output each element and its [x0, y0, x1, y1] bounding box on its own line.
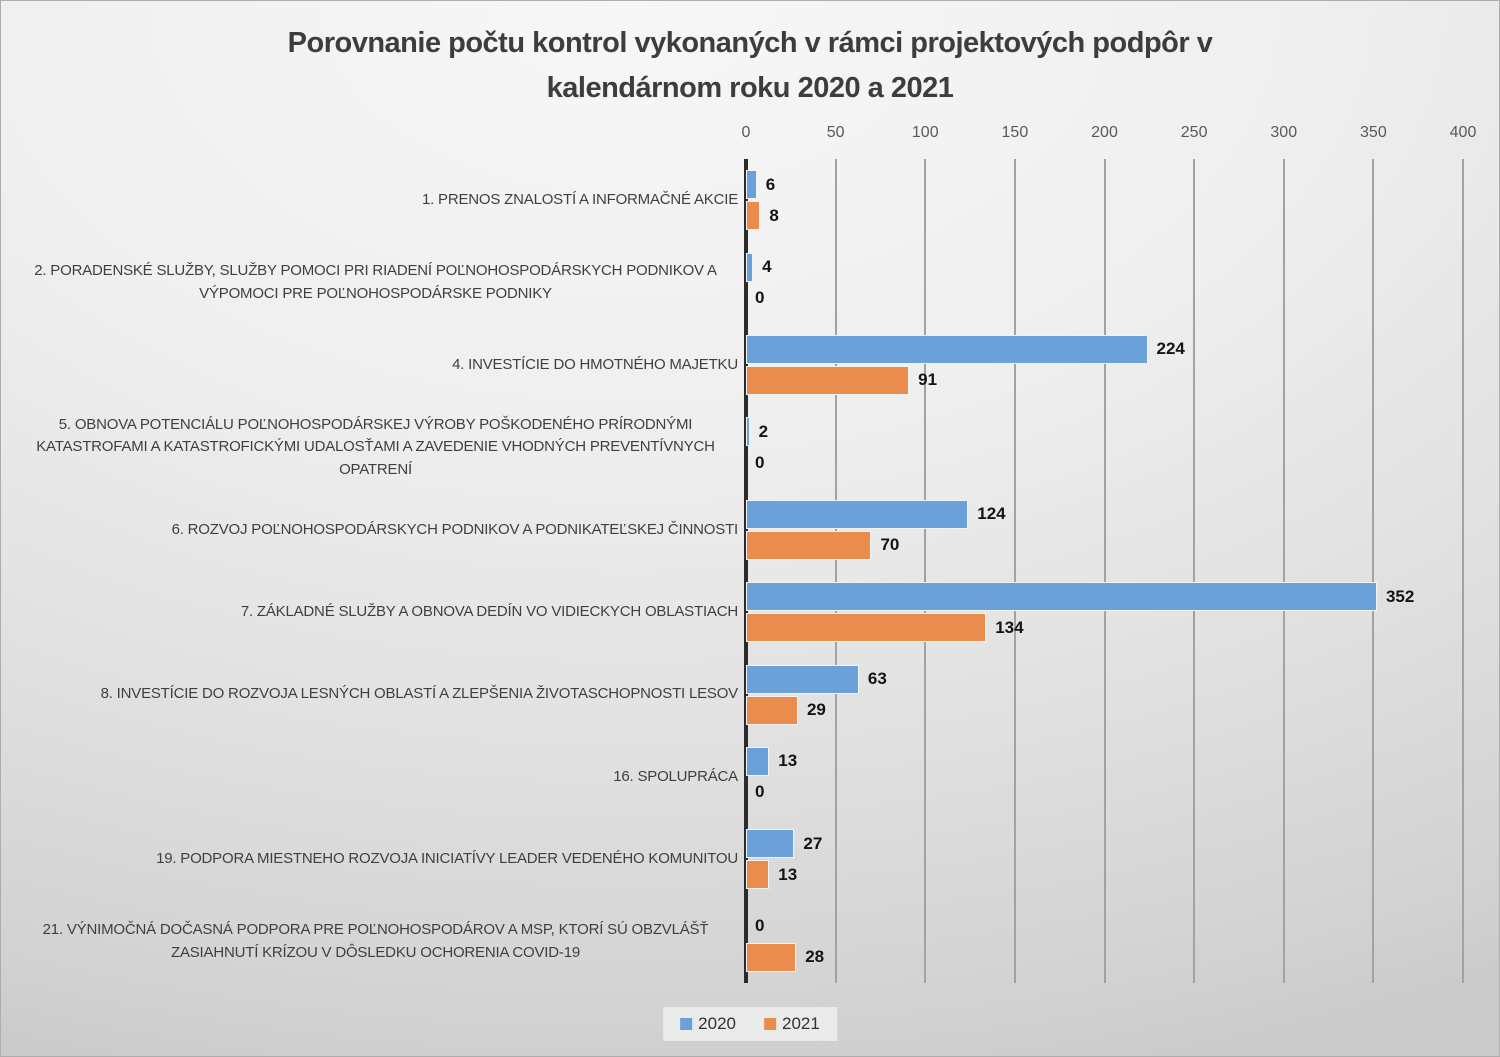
x-axis-tick: 150: [1001, 124, 1029, 141]
data-label-2020: 27: [803, 833, 823, 853]
data-label-2021: 29: [806, 700, 826, 720]
x-axis-tick: 50: [826, 124, 845, 141]
x-axis-tick: 100: [911, 124, 939, 141]
legend: 2020 2021: [663, 1007, 837, 1041]
chart-title-line-1: Porovnanie počtu kontrol vykonaných v rá…: [287, 27, 1213, 59]
data-label-2021: 91: [918, 370, 938, 390]
data-label-2021: 0: [755, 452, 765, 472]
legend-label-2020: 2020: [698, 1014, 736, 1033]
data-label-2020: 6: [765, 174, 776, 194]
legend-item-2020: 2020: [680, 1014, 736, 1034]
category-label: 21. VÝNIMOČNÁ DOČASNÁ PODPORA PRE POĽNOH…: [42, 921, 709, 961]
bar-2021: [746, 530, 872, 560]
y-axis-line: [744, 159, 748, 983]
bar-2021: [746, 860, 770, 890]
chart-title-line-2: kalendárnom roku 2020 a 2021: [546, 72, 954, 104]
data-label-2021: 70: [880, 535, 900, 555]
bar-2021: [746, 365, 910, 395]
category-row: 2 0: [746, 406, 1500, 488]
category-row: 0 28: [746, 901, 1500, 983]
legend-label-2021: 2021: [782, 1014, 820, 1033]
gridline: [924, 159, 927, 983]
bar-2020: [746, 170, 757, 200]
gridline: [1103, 159, 1106, 983]
category-label: 1. PRENOS ZNALOSTÍ A INFORMAČNÉ AKCIE: [421, 190, 738, 208]
category-row: 352 134: [746, 571, 1500, 653]
bar-2020: [746, 252, 754, 282]
gridline: [834, 159, 837, 983]
bar-2021: [746, 695, 798, 725]
bar-2021: [746, 942, 797, 972]
legend-swatch-2020: [680, 1018, 693, 1030]
x-axis-tick: 0: [741, 124, 751, 141]
chart-title: Porovnanie počtu kontrol vykonaných v rá…: [1, 21, 1499, 111]
data-label-2020: 4: [762, 257, 772, 277]
data-label-2020: 0: [755, 916, 765, 936]
category-axis: 1. PRENOS ZNALOSTÍ A INFORMAČNÉ AKCIE 2.…: [9, 159, 738, 983]
data-label-2021: 0: [755, 782, 765, 802]
category-label: 6. ROZVOJ POĽNOHOSPODÁRSKYCH PODNIKOV A …: [171, 520, 739, 538]
category-label: 19. PODPORA MIESTNEHO ROZVOJA INICIATÍVY…: [156, 850, 738, 868]
data-label-2020: 63: [867, 669, 887, 689]
category-row: 224 91: [746, 324, 1500, 406]
bar-2020: [746, 334, 1148, 364]
data-label-2020: 352: [1385, 586, 1415, 606]
category-label: 8. INVESTÍCIE DO ROZVOJA LESNÝCH OBLASTÍ…: [100, 685, 739, 703]
x-axis-tick: 400: [1449, 124, 1477, 141]
plot-area: [744, 159, 1464, 983]
category-row: 6 8: [746, 159, 1500, 241]
data-label-2021: 134: [995, 617, 1024, 637]
x-axis-tick: 200: [1091, 124, 1118, 141]
bar-2020: [746, 664, 859, 694]
category-label: 7. ZÁKLADNÉ SLUŽBY A OBNOVA DEDÍN VO VID…: [240, 602, 738, 620]
data-label-2021: 13: [778, 864, 798, 884]
bar-2021: [746, 201, 761, 231]
data-label-2020: 124: [977, 504, 1006, 524]
x-axis: 0 50 100 150 200 250 300 350 400: [742, 124, 1477, 144]
data-label-2020: 224: [1156, 339, 1185, 359]
category-row: 63 29: [746, 653, 1500, 735]
data-label-2021: 8: [769, 205, 779, 225]
gridline: [1193, 159, 1196, 983]
category-row: 13 0: [746, 736, 1500, 818]
legend-swatch-2021: [764, 1018, 776, 1030]
category-label: 2. PORADENSKÉ SLUŽBY, SLUŽBY POMOCI PRI …: [34, 262, 717, 302]
data-label-2021: 28: [805, 947, 825, 967]
legend-item-2021: 2021: [764, 1014, 820, 1034]
data-label-2020: 2: [758, 421, 769, 441]
bar-2020: [746, 746, 770, 776]
category-row: 27 13: [746, 818, 1500, 900]
bar-2021: [746, 613, 987, 643]
gridline: [1372, 159, 1375, 983]
gridline: [1282, 159, 1285, 983]
category-row: 4 0: [746, 241, 1500, 323]
gridline: [1462, 159, 1464, 983]
category-row: 124 70: [746, 489, 1500, 571]
category-label: 5. OBNOVA POTENCIÁLU POĽNOHOSPODÁRSKEJ V…: [36, 415, 715, 478]
x-axis-tick: 250: [1180, 124, 1208, 141]
data-label-2020: 13: [778, 751, 798, 771]
gridline: [1013, 159, 1016, 983]
bar-2020: [746, 499, 969, 529]
x-axis-tick: 350: [1360, 124, 1387, 141]
bar-2020: [746, 417, 750, 447]
data-label-2021: 0: [755, 288, 765, 308]
bar-2020: [746, 582, 1377, 612]
category-label: 4. INVESTÍCIE DO HMOTNÉHO MAJETKU: [452, 355, 738, 373]
category-label: 16. SPOLUPRÁCA: [613, 767, 738, 785]
x-axis-tick: 300: [1270, 124, 1298, 141]
bar-2020: [746, 829, 795, 859]
bars-container: 6 8 4 0 224 91 2 0 124 70 352 134 63 29 …: [746, 159, 1500, 983]
